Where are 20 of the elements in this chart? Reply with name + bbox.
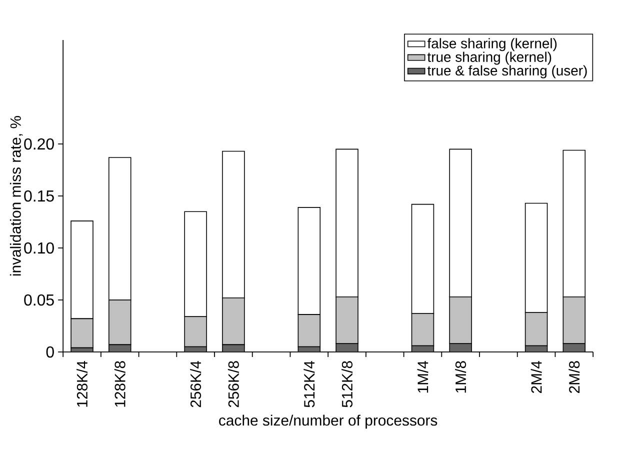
y-tick-label: 0.20: [24, 138, 54, 150]
x-tick-label: 512K/8: [342, 361, 352, 408]
x-tick-label: 512K/4: [304, 360, 315, 408]
y-axis-title: invalidation miss rate, %: [10, 116, 23, 276]
x-tick-label: 1M/8: [455, 361, 466, 393]
y-tick-label: 0: [46, 346, 54, 358]
x-tick-label: 1M/4: [417, 360, 428, 393]
x-tick-label: 2M/4: [530, 360, 542, 393]
y-tick-label: 0.10: [24, 242, 54, 254]
x-tick-label: 256K/4: [190, 360, 202, 408]
x-axis-title: cache size/number of processors: [219, 414, 438, 429]
y-tick-label: 0.15: [24, 190, 54, 202]
x-tick-label: 128K/4: [76, 360, 88, 407]
legend-label: true sharing (kernel): [427, 52, 552, 65]
y-tick-label: 0.05: [24, 294, 54, 306]
x-tick-label: 256K/8: [228, 361, 239, 408]
x-tick-label: 2M/8: [568, 361, 580, 393]
x-tick-label: 128K/8: [114, 361, 126, 407]
legend-label: false sharing (kernel): [427, 38, 557, 52]
legend-label: true & false sharing (user): [427, 65, 587, 78]
